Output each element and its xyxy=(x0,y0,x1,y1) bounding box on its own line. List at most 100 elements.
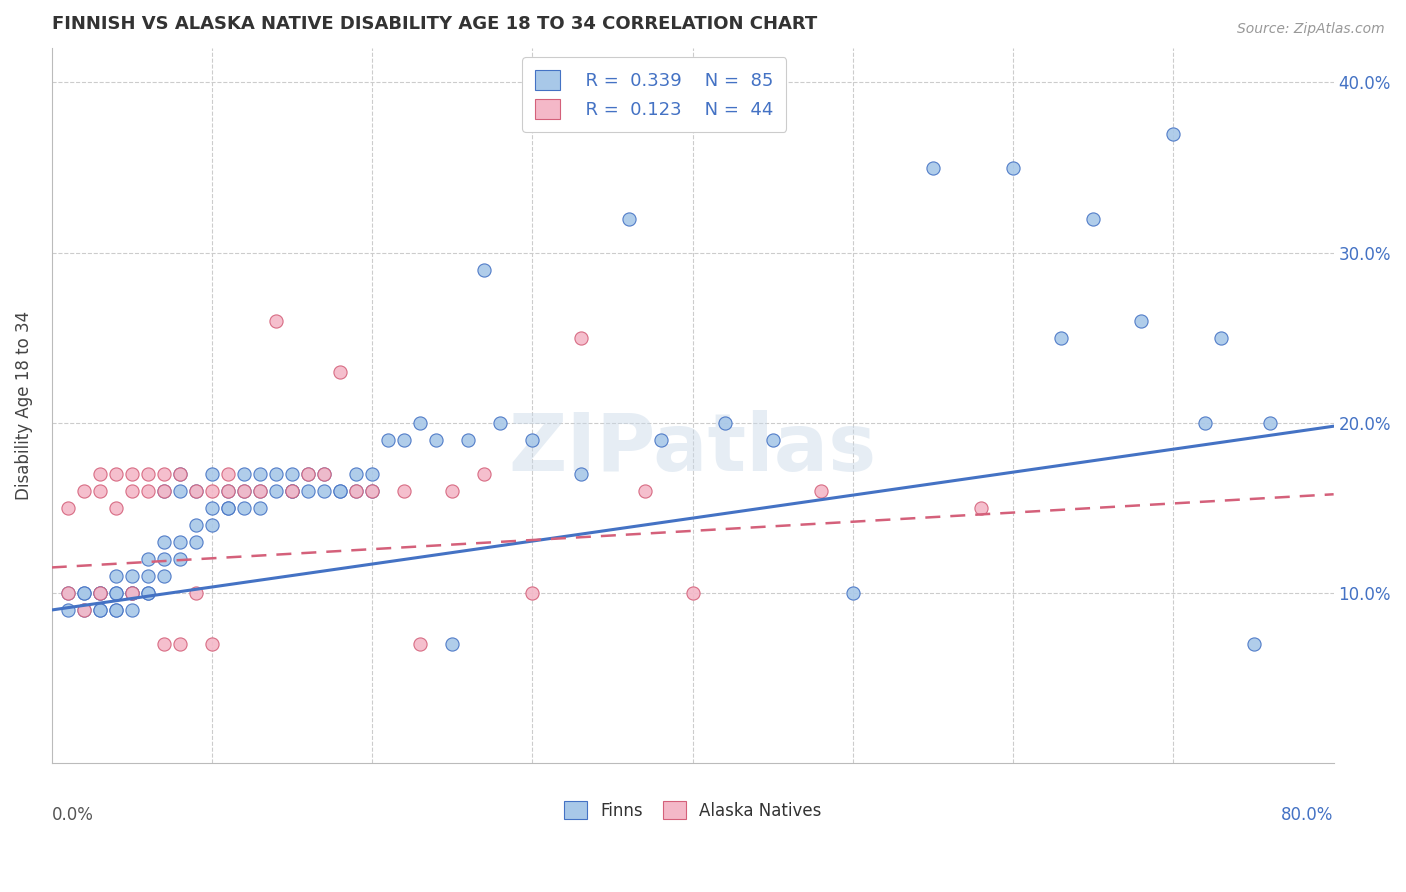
Point xyxy=(810,483,832,498)
Point xyxy=(522,586,544,600)
Y-axis label: Disability Age 18 to 34: Disability Age 18 to 34 xyxy=(15,311,32,500)
Point xyxy=(217,483,239,498)
Point xyxy=(281,483,304,498)
Point xyxy=(650,433,672,447)
Point xyxy=(922,161,945,175)
Point xyxy=(762,433,785,447)
Point xyxy=(409,637,432,651)
Point xyxy=(361,483,384,498)
Point xyxy=(169,535,191,549)
Point xyxy=(1243,637,1265,651)
Point xyxy=(104,500,127,515)
Point xyxy=(281,483,304,498)
Point xyxy=(489,416,512,430)
Point xyxy=(201,500,224,515)
Point xyxy=(121,586,143,600)
Point xyxy=(169,467,191,481)
Point xyxy=(970,500,993,515)
Point xyxy=(217,467,239,481)
Point xyxy=(1194,416,1216,430)
Point xyxy=(842,586,865,600)
Point xyxy=(344,483,367,498)
Point xyxy=(153,467,176,481)
Point xyxy=(89,483,111,498)
Point xyxy=(1083,211,1105,226)
Point xyxy=(361,483,384,498)
Point xyxy=(474,262,496,277)
Point xyxy=(361,467,384,481)
Point xyxy=(329,365,352,379)
Text: 0.0%: 0.0% xyxy=(52,806,94,824)
Point xyxy=(394,483,416,498)
Point xyxy=(329,483,352,498)
Point xyxy=(104,467,127,481)
Point xyxy=(217,483,239,498)
Point xyxy=(104,586,127,600)
Point xyxy=(217,500,239,515)
Point xyxy=(569,467,592,481)
Text: 80.0%: 80.0% xyxy=(1281,806,1334,824)
Point xyxy=(56,586,79,600)
Point xyxy=(184,586,207,600)
Point xyxy=(474,467,496,481)
Point xyxy=(104,603,127,617)
Point xyxy=(89,467,111,481)
Point xyxy=(1258,416,1281,430)
Point xyxy=(184,483,207,498)
Point xyxy=(377,433,399,447)
Point xyxy=(201,637,224,651)
Legend: Finns, Alaska Natives: Finns, Alaska Natives xyxy=(557,794,828,826)
Point xyxy=(89,603,111,617)
Point xyxy=(617,211,640,226)
Point xyxy=(264,314,287,328)
Point xyxy=(457,433,479,447)
Point xyxy=(136,483,159,498)
Point xyxy=(329,483,352,498)
Point xyxy=(89,603,111,617)
Point xyxy=(89,586,111,600)
Point xyxy=(297,467,319,481)
Point xyxy=(1130,314,1153,328)
Point xyxy=(184,483,207,498)
Point xyxy=(73,586,96,600)
Point xyxy=(136,569,159,583)
Point xyxy=(136,586,159,600)
Point xyxy=(233,500,256,515)
Text: FINNISH VS ALASKA NATIVE DISABILITY AGE 18 TO 34 CORRELATION CHART: FINNISH VS ALASKA NATIVE DISABILITY AGE … xyxy=(52,15,817,33)
Point xyxy=(249,483,271,498)
Point xyxy=(409,416,432,430)
Point xyxy=(201,483,224,498)
Point xyxy=(184,517,207,532)
Text: ZIPatlas: ZIPatlas xyxy=(509,409,877,488)
Point xyxy=(73,586,96,600)
Point xyxy=(682,586,704,600)
Point xyxy=(569,331,592,345)
Point xyxy=(73,483,96,498)
Point xyxy=(56,586,79,600)
Point xyxy=(314,467,336,481)
Point xyxy=(441,483,464,498)
Point xyxy=(233,483,256,498)
Point xyxy=(121,603,143,617)
Point xyxy=(249,500,271,515)
Point xyxy=(153,569,176,583)
Point xyxy=(153,552,176,566)
Point xyxy=(233,467,256,481)
Point xyxy=(153,483,176,498)
Point xyxy=(1050,331,1073,345)
Point xyxy=(1211,331,1233,345)
Point xyxy=(522,433,544,447)
Point xyxy=(201,517,224,532)
Point xyxy=(104,586,127,600)
Point xyxy=(169,483,191,498)
Point xyxy=(344,483,367,498)
Point xyxy=(153,483,176,498)
Point xyxy=(184,535,207,549)
Point xyxy=(89,586,111,600)
Point xyxy=(153,535,176,549)
Point xyxy=(201,467,224,481)
Point xyxy=(121,586,143,600)
Point xyxy=(281,483,304,498)
Point xyxy=(121,569,143,583)
Point xyxy=(297,483,319,498)
